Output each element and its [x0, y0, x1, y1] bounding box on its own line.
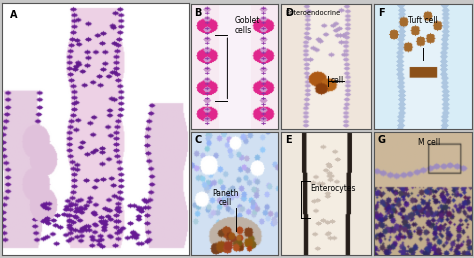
Text: C: C [194, 135, 201, 145]
Text: Goblet: Goblet [234, 16, 260, 25]
Text: F: F [378, 8, 384, 18]
Text: Enteroendocrine: Enteroendocrine [285, 10, 341, 16]
Text: M cell: M cell [418, 138, 440, 147]
Text: cell: cell [219, 198, 232, 207]
Text: E: E [285, 135, 292, 145]
Text: cell: cell [330, 76, 344, 85]
Text: G: G [378, 135, 386, 145]
Text: D: D [285, 8, 292, 18]
Text: cells: cells [234, 26, 252, 35]
Text: Tuft cell: Tuft cell [408, 16, 438, 25]
Text: B: B [194, 8, 201, 18]
Text: Paneth: Paneth [212, 189, 239, 198]
Text: Enterocytes: Enterocytes [310, 184, 356, 192]
Text: A: A [10, 10, 18, 20]
